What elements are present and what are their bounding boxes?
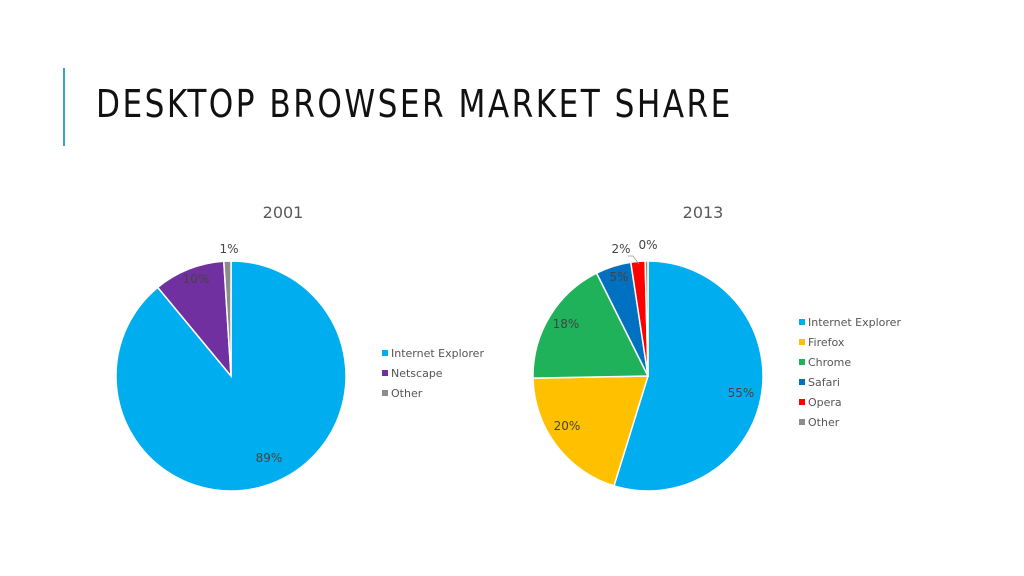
legend-label-opera: Opera [808,396,842,409]
legend-swatch-internet-explorer [382,350,388,356]
data-label-other: 1% [219,242,238,256]
legend-label-internet-explorer: Internet Explorer [391,347,484,360]
legend-swatch-opera [799,399,805,405]
legend-label-chrome: Chrome [808,356,851,369]
pie-slice-chrome [532,272,650,379]
legend-label-internet-explorer: Internet Explorer [808,316,901,329]
legend-swatch-other [382,390,388,396]
pie-slice-netscape [156,260,232,379]
legend-label-safari: Safari [808,376,840,389]
slide-title: DESKTOP BROWSER MARKET SHARE [96,82,733,126]
legend-swatch-netscape [382,370,388,376]
pie-chart-2001: 2001 89% 10% 1% Internet Explorer Netscape O… [115,203,484,492]
legend-label-netscape: Netscape [391,367,443,380]
chart-title-2001: 2001 [263,203,304,222]
legend-2001: Internet Explorer Netscape Other [382,347,484,400]
legend-2013: Internet Explorer Firefox Chrome Safari Oper… [799,316,901,429]
legend-swatch-firefox [799,339,805,345]
pie-slice-firefox [532,375,650,487]
pie-slice-other [644,260,649,377]
pie-chart-2013: 2013 55% 20% 18% 5% 2% 0% Internet Explorer Fi… [532,203,901,492]
pie-slice-other [222,260,232,377]
data-label-internet-explorer: 55% [728,386,755,400]
pie-slices-2001 [115,260,347,492]
data-label-netscape: 10% [183,272,210,286]
legend-label-other: Other [391,387,423,400]
data-label-other: 0% [638,238,657,252]
title-accent-bar [63,68,65,146]
data-label-internet-explorer: 89% [256,451,283,465]
data-label-safari: 5% [609,270,628,284]
legend-label-other: Other [808,416,840,429]
legend-swatch-safari [799,379,805,385]
data-label-chrome: 18% [553,317,580,331]
legend-label-firefox: Firefox [808,336,845,349]
chart-title-2013: 2013 [683,203,724,222]
pie-slices-2013 [532,260,764,492]
pie-labels-2013: 55% 20% 18% 5% 2% 0% [553,238,755,433]
pie-labels-2001: 89% 10% 1% [183,242,283,465]
legend-swatch-internet-explorer [799,319,805,325]
pie-slice-internet-explorer [613,260,764,492]
leader-line-opera [628,255,640,265]
data-label-opera: 2% [611,242,630,256]
data-label-firefox: 20% [554,419,581,433]
legend-swatch-other [799,419,805,425]
legend-swatch-chrome [799,359,805,365]
